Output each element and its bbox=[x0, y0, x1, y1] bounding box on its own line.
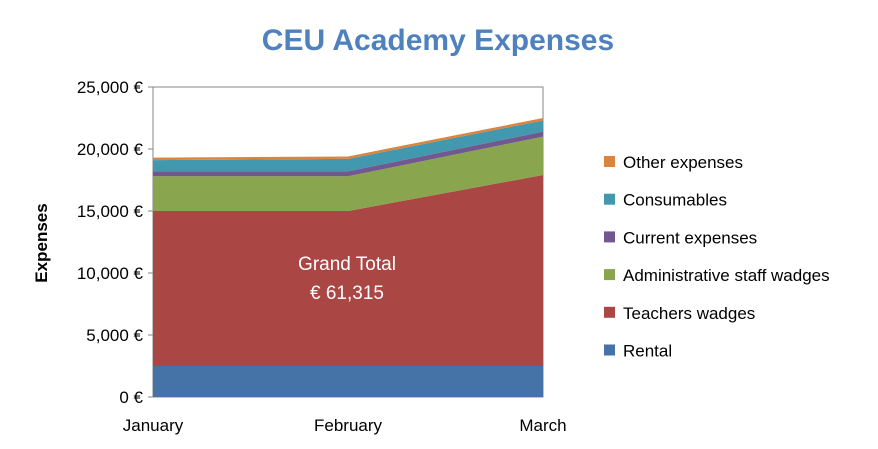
y-tick-label: 10,000 € bbox=[77, 264, 144, 283]
legend-entry: Rental bbox=[623, 342, 672, 361]
legend-swatch bbox=[604, 193, 615, 205]
grand-total-label: Grand Total bbox=[298, 254, 396, 275]
x-tick-label: March bbox=[519, 416, 566, 435]
x-tick-label: January bbox=[123, 416, 184, 435]
x-axis-ticks: January February March bbox=[123, 416, 567, 435]
area-administrative-staff-wadges bbox=[153, 136, 543, 211]
y-tick-label: 15,000 € bbox=[77, 202, 144, 221]
y-tick-label: 0 € bbox=[119, 388, 143, 407]
area-rental bbox=[153, 366, 543, 397]
legend-entry: Other expenses bbox=[623, 153, 743, 172]
y-tick-label: 20,000 € bbox=[77, 140, 144, 159]
legend-swatch bbox=[604, 306, 615, 318]
area-consumables bbox=[153, 120, 543, 172]
legend-entry: Teachers wadges bbox=[623, 304, 755, 323]
y-axis-ticks: 0 € 5,000 € 10,000 € 15,000 € 20,000 € 25,000… bbox=[77, 78, 153, 407]
y-tick-label: 25,000 € bbox=[77, 78, 144, 97]
legend-swatch bbox=[604, 231, 615, 243]
x-tick-label: February bbox=[314, 416, 383, 435]
legend-swatch bbox=[604, 269, 615, 281]
legend-entry: Administrative staff wadges bbox=[623, 266, 830, 285]
y-tick-label: 5,000 € bbox=[86, 326, 143, 345]
legend-swatch bbox=[604, 156, 615, 167]
area-current-expenses bbox=[153, 131, 543, 177]
grand-total-value: € 61,315 bbox=[310, 283, 384, 304]
legend-entry: Current expenses bbox=[623, 228, 757, 247]
y-axis-label: Expenses bbox=[32, 203, 51, 282]
legend-swatch bbox=[604, 344, 615, 356]
legend: Other expenses Consumables Current expense… bbox=[604, 153, 830, 361]
area-teachers-wadges bbox=[153, 175, 543, 366]
chart-title: CEU Academy Expenses bbox=[262, 24, 614, 57]
legend-entry: Consumables bbox=[623, 191, 727, 210]
plot-area bbox=[152, 86, 544, 398]
